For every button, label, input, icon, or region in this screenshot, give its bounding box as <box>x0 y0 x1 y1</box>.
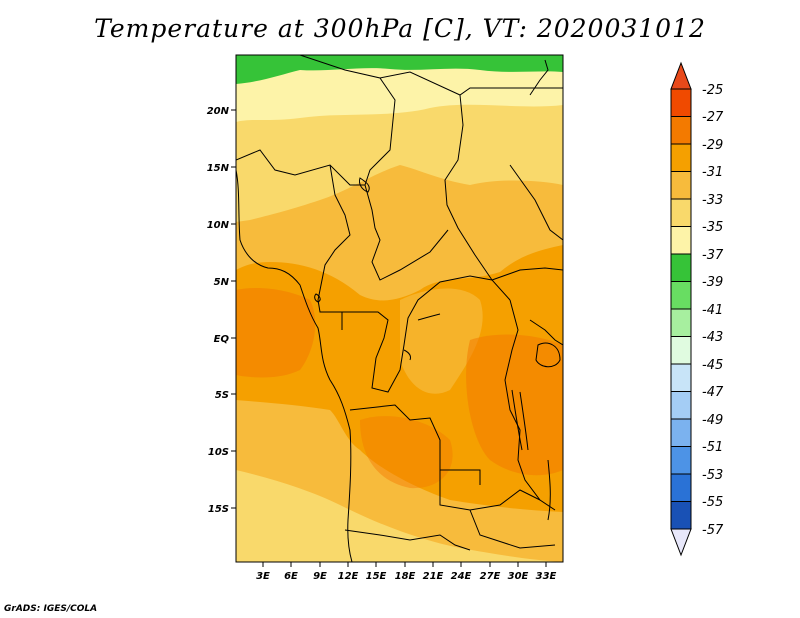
colorbar-label: -25 <box>702 83 723 98</box>
border-angola-north <box>349 404 481 485</box>
colorbar-segment <box>670 88 692 117</box>
colorbar-label: -39 <box>702 275 723 290</box>
colorbar-label: -27 <box>702 110 724 125</box>
colorbar-segment <box>670 308 692 337</box>
border-cameroon <box>317 164 351 330</box>
lake-tanganyika <box>511 389 529 451</box>
colorbar-segment <box>670 226 692 255</box>
colorbar-label: -33 <box>702 193 723 208</box>
colorbar-label: -57 <box>702 523 724 538</box>
colorbar-label: -53 <box>702 468 723 483</box>
lat-label: 5N <box>214 277 230 288</box>
border-drc-east <box>504 299 556 511</box>
colorbar-segment <box>670 446 692 475</box>
colorbar-label: -49 <box>702 413 723 428</box>
colorbar-label: -55 <box>702 495 723 510</box>
river-congo-2 <box>403 349 411 361</box>
lon-label: 18E <box>395 571 416 582</box>
field-band-27-west <box>236 288 316 378</box>
colorbar-segment <box>670 501 692 530</box>
colorbar-label: -41 <box>702 303 723 318</box>
colorbar-top-arrow <box>670 61 692 90</box>
lon-label: 3E <box>256 571 270 582</box>
colorbar: -25 -27 -29 -31 -33 -35 -37 -39 -41 -43 … <box>670 61 724 557</box>
lon-label: 6E <box>284 571 298 582</box>
lon-label: 12E <box>338 571 359 582</box>
lon-label: 33E <box>536 571 557 582</box>
border-south-misc <box>469 509 556 549</box>
colorbar-label: -47 <box>702 385 724 400</box>
border-angola-south <box>344 529 471 551</box>
colorbar-label: -37 <box>702 248 724 263</box>
colorbar-segment <box>670 198 692 227</box>
colorbar-segment <box>670 143 692 172</box>
colorbar-segment <box>670 281 692 310</box>
colorbar-segment <box>670 391 692 420</box>
lon-label: 24E <box>451 571 472 582</box>
colorbar-segment <box>670 116 692 145</box>
border-north-1 <box>299 55 396 186</box>
colorbar-label: -51 <box>702 440 723 455</box>
field-band-27-south <box>360 416 453 489</box>
coast-east-red-sea <box>529 59 549 96</box>
border-sudan-south <box>491 267 563 281</box>
border-west-1 <box>236 149 365 186</box>
colorbar-label: -29 <box>702 138 723 153</box>
field-band-35 <box>236 55 563 122</box>
colorbar-bottom-arrow <box>670 528 692 557</box>
colorbar-segment <box>670 171 692 200</box>
colorbar-label: -45 <box>702 358 723 373</box>
border-north-3 <box>444 94 511 301</box>
colorbar-segment <box>670 253 692 282</box>
lon-label: 27E <box>480 571 501 582</box>
lat-label: EQ <box>214 334 230 345</box>
colorbar-label: -35 <box>702 220 723 235</box>
lake-victoria <box>535 342 561 368</box>
colorbar-segment <box>670 418 692 447</box>
field-band-33-south <box>236 470 563 562</box>
lake-malawi <box>547 459 551 521</box>
lat-label: 10S <box>208 447 229 458</box>
credit-text: GrADS: IGES/COLA <box>4 604 98 614</box>
lat-label: 20N <box>207 106 230 117</box>
lat-label: 5S <box>215 390 229 401</box>
lon-label: 30E <box>508 571 529 582</box>
colorbar-label: -43 <box>702 330 723 345</box>
colorbar-label: -31 <box>702 165 723 180</box>
map-frame <box>235 54 564 563</box>
map-title: Temperature at 300hPa [C], VT: 202003101… <box>94 14 706 43</box>
border-zambia <box>439 470 541 511</box>
lon-label: 15E <box>366 571 387 582</box>
temperature-field <box>236 55 563 562</box>
lat-label: 15N <box>207 163 230 174</box>
lon-label: 21E <box>423 571 444 582</box>
colorbar-segment <box>670 473 692 502</box>
latitude-axis: 20N 15N 10N 5N EQ 5S 10S 15S <box>207 106 236 515</box>
border-east-lakes <box>529 319 563 346</box>
border-sudan-ethiopia <box>509 164 563 241</box>
lake-west-1 <box>314 293 321 303</box>
field-band-31-east <box>400 288 483 394</box>
lat-label: 10N <box>207 220 230 231</box>
lake-chad <box>359 177 370 193</box>
lon-label: 9E <box>313 571 327 582</box>
lat-label: 15S <box>208 504 229 515</box>
border-chad-car <box>364 184 449 281</box>
river-congo-1 <box>417 313 441 321</box>
colorbar-segment <box>670 336 692 365</box>
coastline-west <box>236 169 353 562</box>
colorbar-segment <box>670 363 692 392</box>
longitude-axis: 3E 6E 9E 12E 15E 18E 21E 24E 27E 30E 33E <box>256 562 557 582</box>
country-borders <box>236 55 563 562</box>
field-band-37 <box>236 55 563 84</box>
border-congo <box>342 275 493 393</box>
